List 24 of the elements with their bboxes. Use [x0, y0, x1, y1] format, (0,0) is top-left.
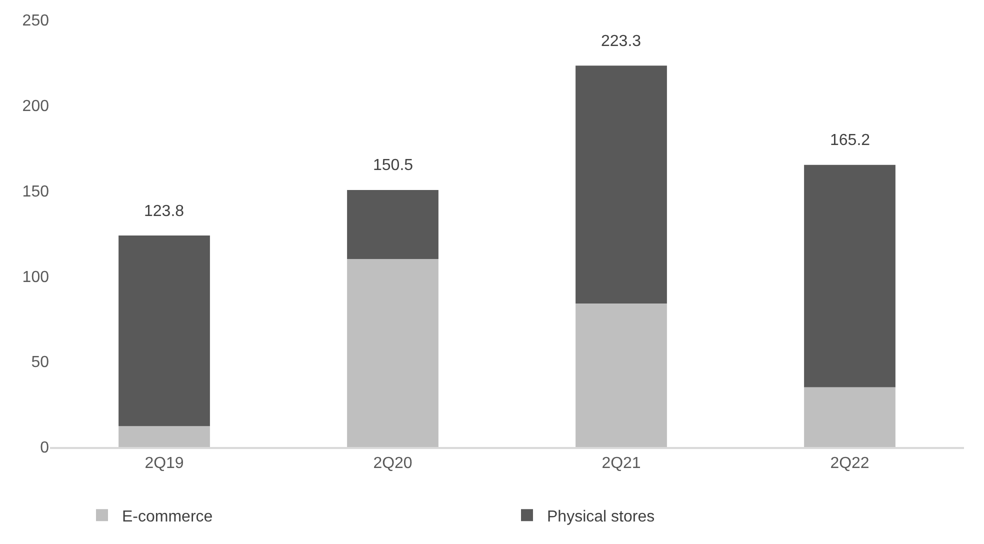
legend-label: Physical stores	[547, 508, 655, 526]
y-tick-label: 150	[22, 183, 50, 200]
y-tick-label: 0	[40, 440, 50, 457]
bar	[804, 164, 896, 388]
bar	[347, 190, 438, 259]
total-label: 223.3	[601, 33, 642, 50]
y-tick-label: 50	[31, 354, 50, 372]
x-tick-label: 2Q22	[830, 455, 870, 472]
legend-label: E-commerce	[122, 508, 213, 526]
total-label: 150.5	[373, 157, 414, 174]
total-label: 165.2	[830, 132, 870, 149]
x-tick-label: 2Q19	[144, 455, 184, 472]
bar	[347, 258, 438, 447]
bar	[804, 387, 896, 447]
total-label: 123.8	[144, 203, 184, 220]
x-tick-label: 2Q21	[602, 455, 641, 472]
y-tick-label: 100	[22, 268, 50, 286]
bar	[118, 236, 210, 426]
y-tick-label: 250	[22, 12, 50, 30]
y-tick-label: 200	[22, 98, 50, 115]
bar	[576, 304, 667, 447]
x-tick-label: 2Q20	[373, 455, 412, 472]
bar	[118, 426, 210, 447]
bar	[576, 66, 667, 304]
